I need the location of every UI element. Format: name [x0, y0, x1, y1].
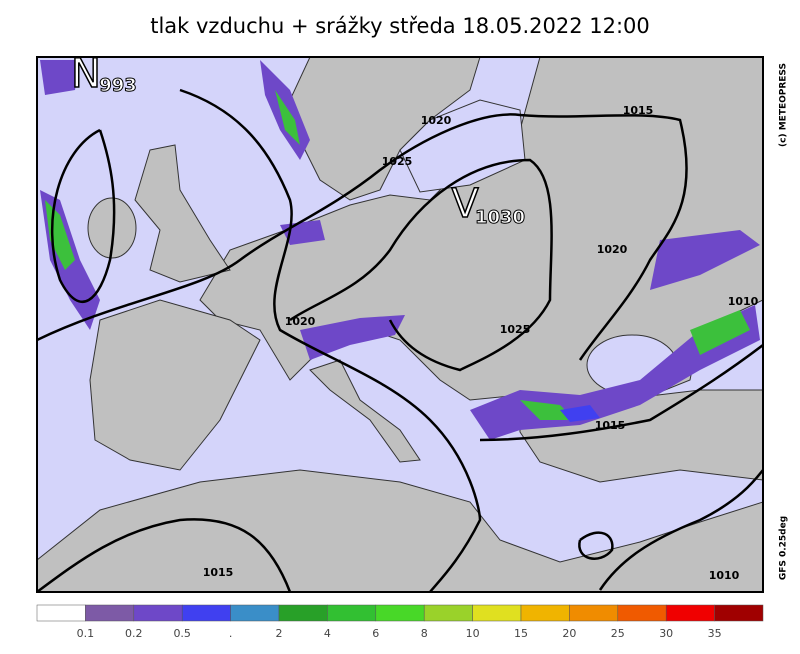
legend-swatch: [714, 604, 764, 622]
isobar-label: 1020: [597, 243, 628, 256]
isobar-label: 1025: [500, 323, 531, 336]
low-symbol: N: [71, 51, 101, 97]
precipitation: [560, 405, 600, 422]
isobar-label: 1020: [285, 315, 316, 328]
isobar-label: 1015: [203, 566, 234, 579]
legend-swatch: [133, 604, 183, 622]
isobar-label: 1010: [709, 569, 740, 582]
legend-label: 4: [324, 627, 331, 640]
isobar-label: 1015: [623, 104, 654, 117]
legend-label: 30: [659, 627, 673, 640]
precipitation: [40, 60, 80, 95]
land: [309, 359, 421, 463]
isobar: [598, 469, 764, 591]
sea: [399, 99, 526, 193]
legend-swatch: [230, 604, 280, 622]
legend-label: 2: [276, 627, 283, 640]
isobar-label: 1025: [382, 155, 413, 168]
legend-label: 0.2: [125, 627, 143, 640]
legend-label: 20: [562, 627, 576, 640]
isobar-label: 1015: [595, 419, 626, 432]
isobar: [479, 344, 764, 442]
precipitation: [300, 315, 405, 360]
legend-label: 25: [611, 627, 625, 640]
legend-swatch: [423, 604, 473, 622]
high-symbol: V: [451, 181, 479, 227]
isobar: [36, 113, 688, 361]
precipitation: [520, 310, 750, 420]
legend-swatch: [472, 604, 522, 622]
legend-label: 35: [708, 627, 722, 640]
legend-swatch: [617, 604, 667, 622]
legend-swatch: [278, 604, 328, 622]
legend-swatch: [520, 604, 570, 622]
high-value: 1030: [475, 207, 525, 228]
legend-label: 15: [514, 627, 528, 640]
isobar-label: 1020: [421, 114, 452, 127]
isobar: [36, 518, 292, 594]
isobar: [179, 88, 482, 593]
legend-swatch: [375, 604, 425, 622]
land: [87, 197, 137, 259]
land: [89, 299, 261, 471]
land: [134, 144, 231, 283]
low-value: 993: [99, 75, 137, 96]
copyright: (c) METEOPRESS: [779, 63, 789, 147]
legend-swatch: [327, 604, 377, 622]
title: tlak vzduchu + srážky středa 18.05.2022 …: [150, 14, 650, 38]
precipitation: [650, 230, 760, 290]
precipitation: [275, 90, 300, 145]
legend-swatch: [181, 604, 231, 622]
isobar: [289, 158, 553, 372]
legend: 0.1 0.2 0.5. 2 4 6 8 10 15 20 25 30 35: [36, 604, 764, 640]
legend-swatch: [665, 604, 715, 622]
legend-label: 10: [466, 627, 480, 640]
map: 1020 1025 1015 1020 1020 1025 1010 1015 …: [36, 50, 764, 594]
legend-label: 0.1: [77, 627, 95, 640]
legend-swatch: [85, 604, 135, 622]
legend-swatch: [569, 604, 619, 622]
legend-label: 0.5: [173, 627, 191, 640]
legend-label: 8: [421, 627, 428, 640]
legend-label: .: [229, 627, 233, 640]
model-credit: GFS 0.25deg: [779, 516, 789, 580]
legend-swatch: [36, 604, 86, 622]
isobar: [578, 531, 614, 560]
isobar: [50, 128, 116, 303]
isobar-label: 1010: [728, 295, 759, 308]
map-frame: [36, 56, 764, 593]
legend-label: 6: [372, 627, 379, 640]
